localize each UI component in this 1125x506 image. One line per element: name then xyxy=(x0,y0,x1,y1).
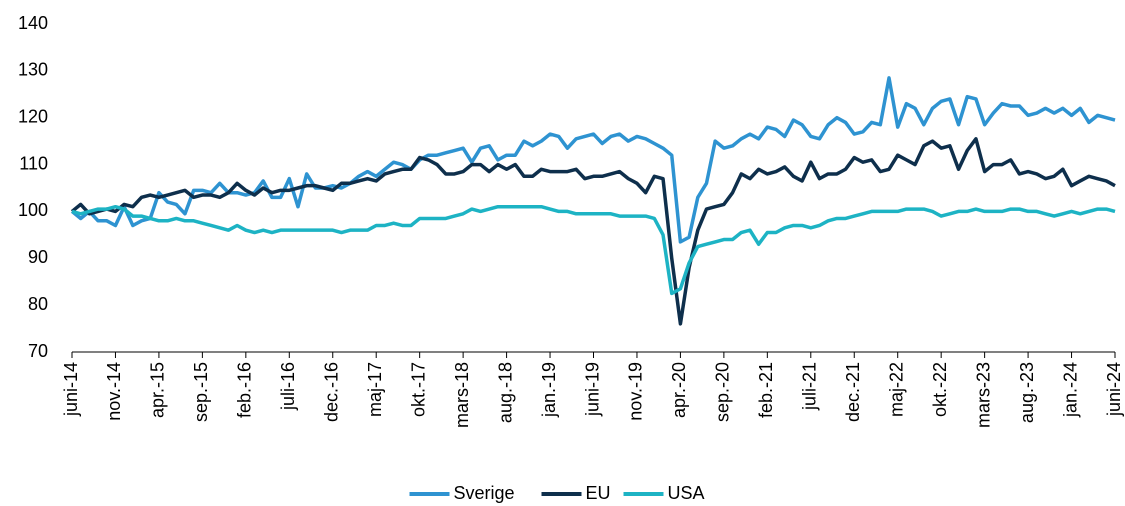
series-line xyxy=(70,76,1116,244)
x-tick-label: nov.-19 xyxy=(626,362,646,421)
x-tick-label: dec.-16 xyxy=(322,362,342,422)
legend-label: EU xyxy=(586,483,611,503)
legend-label: Sverige xyxy=(454,483,515,503)
x-tick-label: maj-22 xyxy=(886,362,906,417)
series-line xyxy=(71,204,1116,296)
y-tick-label: 130 xyxy=(18,60,48,80)
y-tick-label: 90 xyxy=(28,247,48,267)
x-tick-label: juli-21 xyxy=(800,362,820,411)
x-tick-label: jan.-19 xyxy=(539,362,559,418)
x-tick-label: mars-18 xyxy=(452,362,472,428)
x-tick-label: juni-24 xyxy=(1104,362,1124,417)
x-tick-label: mars-23 xyxy=(973,362,993,428)
x-tick-label: juni-14 xyxy=(61,362,81,417)
x-tick-label: feb.-16 xyxy=(235,362,255,418)
x-tick-label: okt.-22 xyxy=(930,362,950,417)
y-tick-label: 140 xyxy=(18,13,48,33)
x-tick-label: jan.-24 xyxy=(1060,362,1080,418)
series-line xyxy=(70,137,1116,326)
x-tick-label: apr.-20 xyxy=(669,362,689,418)
x-tick-label: nov.-14 xyxy=(104,362,124,421)
x-tick-label: feb.-21 xyxy=(756,362,776,418)
x-tick-label: dec.-21 xyxy=(843,362,863,422)
x-tick-label: juni-19 xyxy=(582,362,602,417)
x-tick-label: okt.-17 xyxy=(408,362,428,417)
x-tick-label: aug.-18 xyxy=(495,362,515,423)
y-tick-label: 100 xyxy=(18,200,48,220)
y-tick-label: 110 xyxy=(19,153,48,173)
y-tick-label: 120 xyxy=(18,106,48,126)
legend-label: USA xyxy=(668,483,705,503)
x-tick-label: juli-16 xyxy=(278,362,298,411)
x-tick-label: maj-17 xyxy=(365,362,385,417)
y-tick-label: 70 xyxy=(28,341,48,361)
y-tick-label: 80 xyxy=(28,294,48,314)
x-tick-label: apr.-15 xyxy=(148,362,168,418)
x-tick-label: sep.-20 xyxy=(713,362,733,422)
x-tick-label: aug.-23 xyxy=(1017,362,1037,423)
x-tick-label: sep.-15 xyxy=(191,362,211,422)
